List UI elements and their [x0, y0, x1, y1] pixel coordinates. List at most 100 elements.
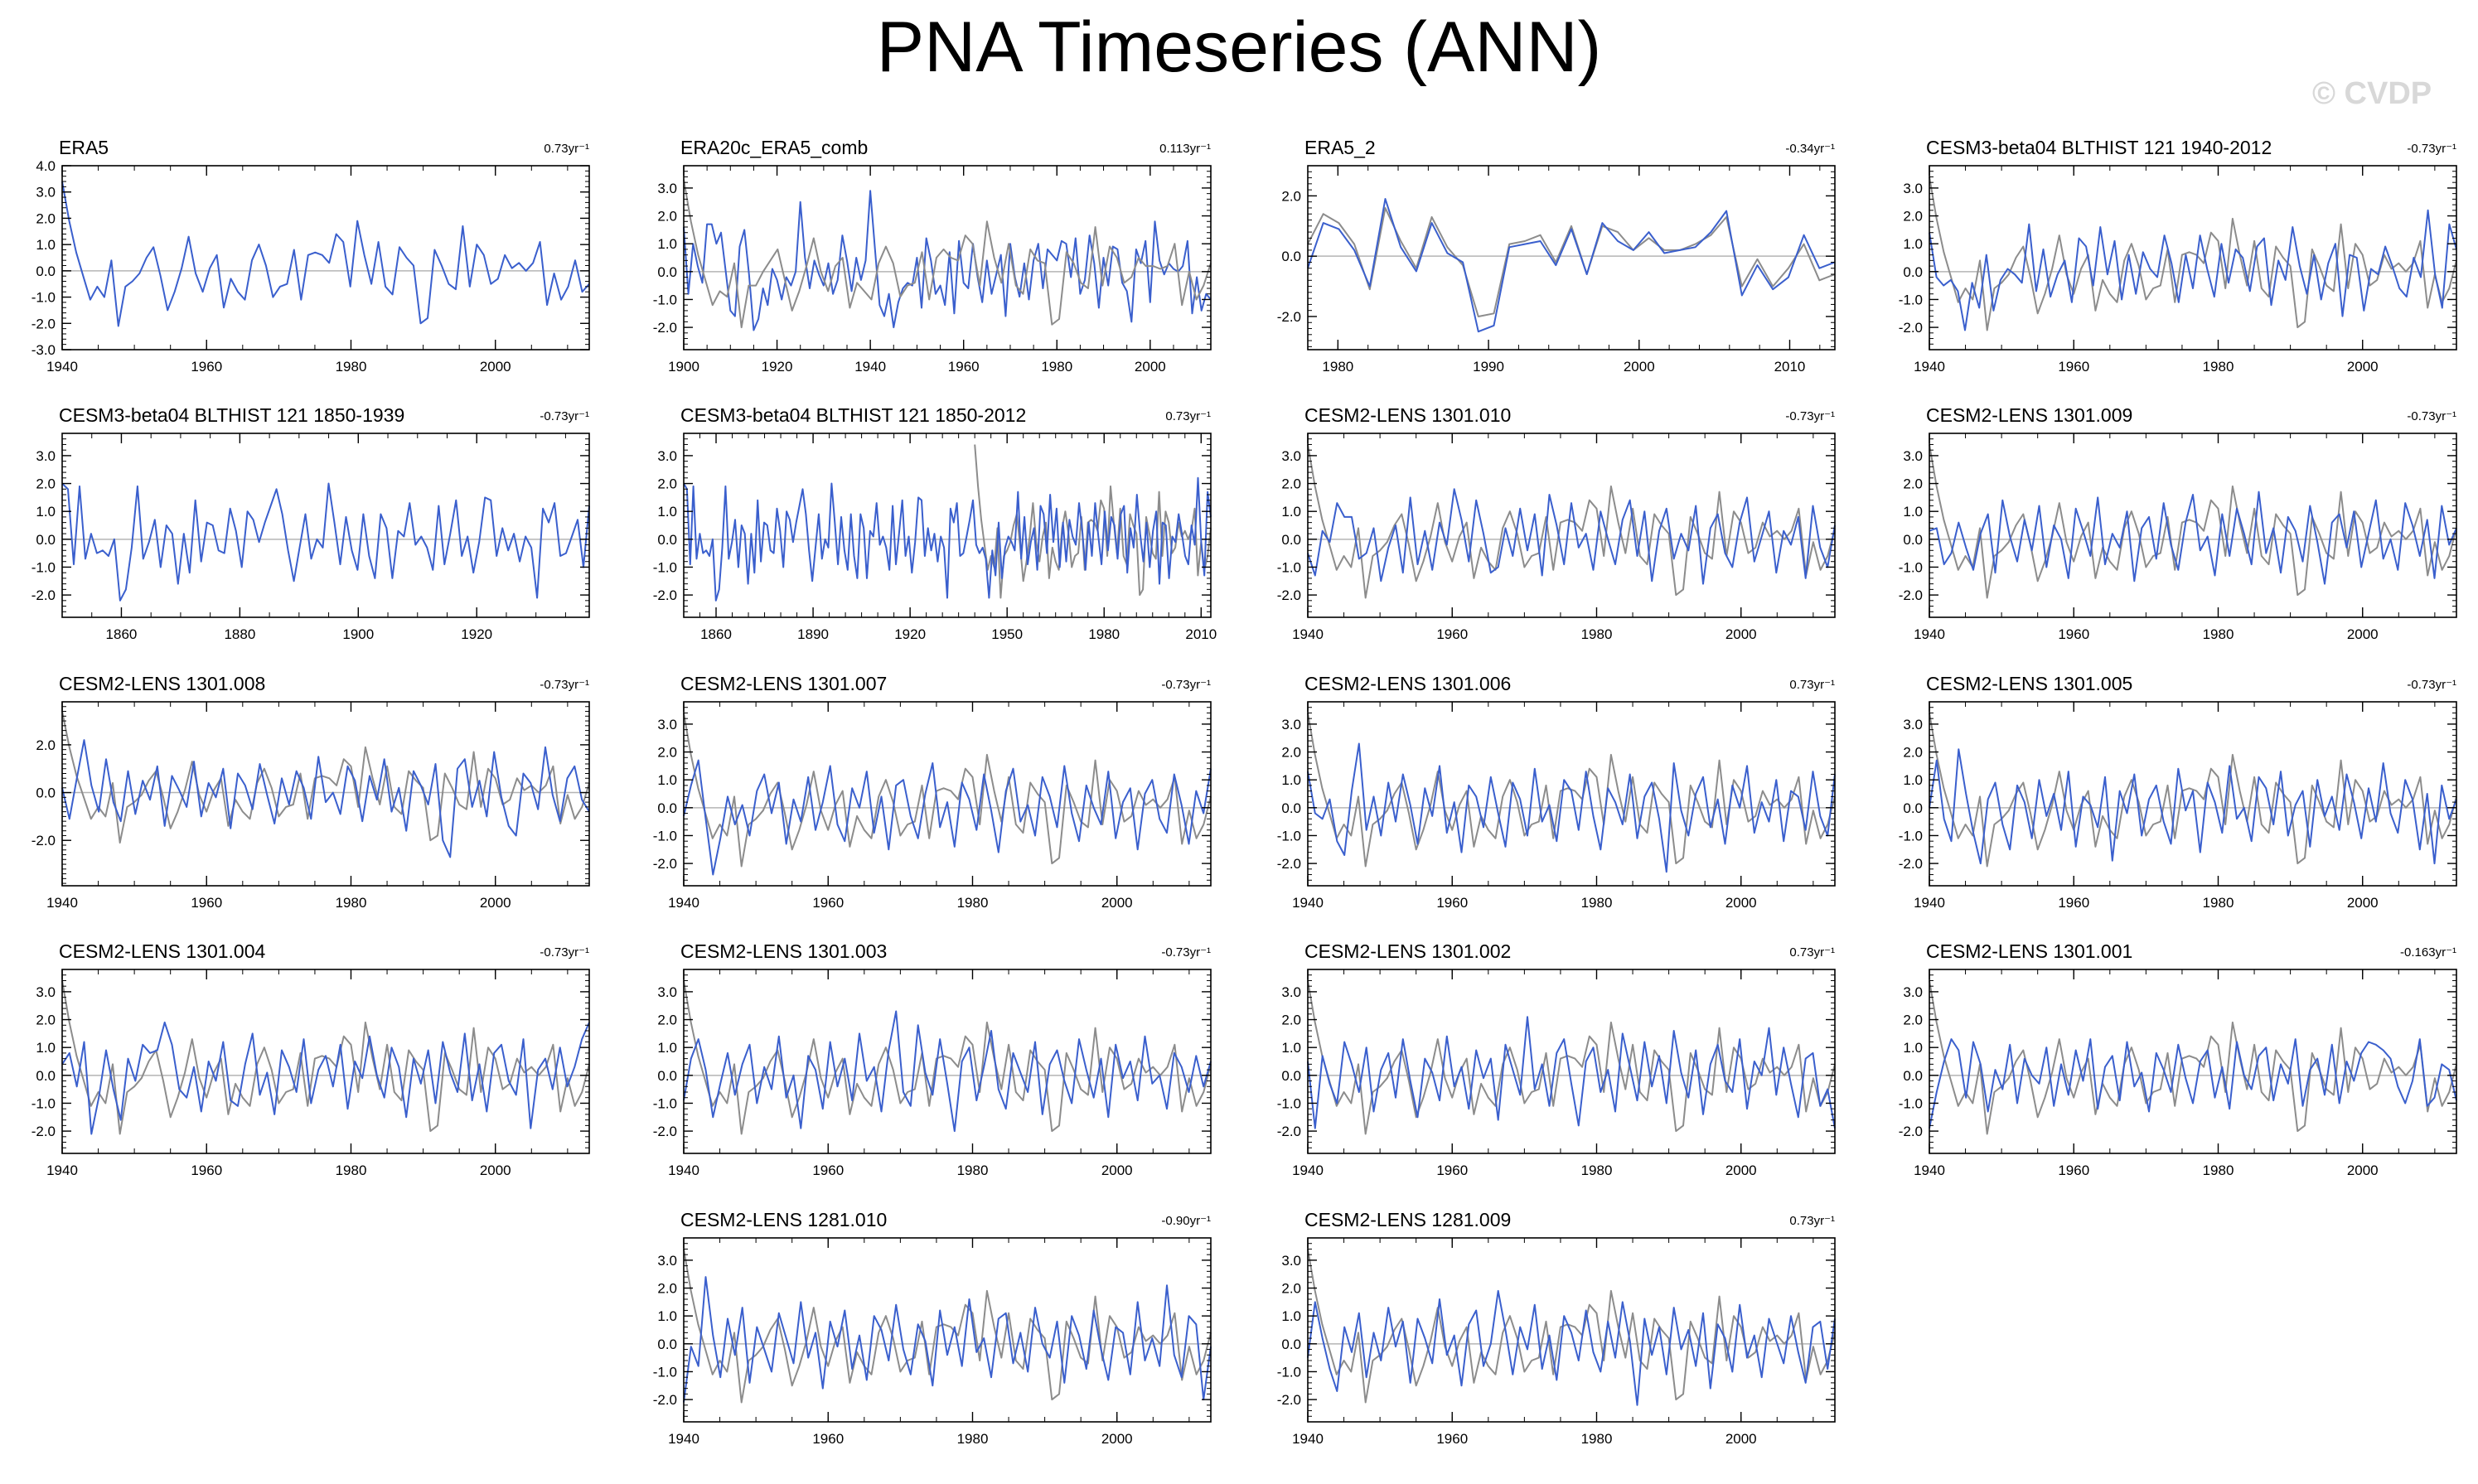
series-line-blue — [1307, 742, 1836, 873]
y-tick-label: 3.0 — [657, 181, 677, 196]
y-tick-label: 0.0 — [657, 1337, 677, 1352]
trend-label: -0.73yr⁻¹ — [2407, 409, 2456, 423]
plot-frame — [1307, 433, 1836, 618]
y-tick-label: 0.0 — [657, 800, 677, 816]
series-line-gray — [1929, 980, 2457, 1135]
y-tick-label: 3.0 — [1903, 717, 1923, 732]
series-line-gray — [1307, 980, 1836, 1135]
x-tick-label: 1860 — [700, 626, 732, 642]
y-tick-label: 0.0 — [1281, 249, 1301, 264]
panel-0: ERA5 0.73yr⁻¹ 1940 1960 1980 2000 -3.0 -2.0 -1.0… — [31, 137, 590, 375]
series-line-gray — [683, 179, 1212, 329]
series-line-gray — [683, 713, 1212, 868]
y-tick-label: -2.0 — [653, 320, 677, 336]
y-tick-label: 2.0 — [1281, 1013, 1301, 1028]
x-tick-label: 1940 — [1914, 1163, 1945, 1178]
y-tick-label: 2.0 — [657, 1013, 677, 1028]
y-tick-label: -1.0 — [1899, 828, 1923, 844]
plot-frame — [1307, 701, 1836, 887]
plot-frame — [1307, 1237, 1836, 1423]
y-tick-label: 0.0 — [1281, 532, 1301, 548]
x-tick-label: 1980 — [2203, 895, 2234, 911]
panel-4: CESM3-beta04 BLTHIST 121 1850-1939 -0.73y… — [31, 404, 590, 642]
y-tick-label: 3.0 — [1281, 984, 1301, 1000]
series-line-blue — [1307, 488, 1836, 585]
plot-frame — [1929, 969, 2457, 1154]
series-line-gray — [974, 444, 1212, 599]
y-tick-label: 1.0 — [1903, 504, 1923, 520]
x-tick-label: 1960 — [1436, 895, 1468, 911]
series-line-blue — [1307, 1016, 1836, 1129]
y-tick-label: 2.0 — [1903, 476, 1923, 492]
x-tick-label: 2000 — [480, 1163, 511, 1178]
y-tick-label: 0.0 — [36, 263, 56, 279]
y-tick-label: -1.0 — [1899, 1095, 1923, 1111]
y-tick-label: 0.0 — [1903, 800, 1923, 816]
x-tick-label: 1990 — [1473, 359, 1504, 375]
y-tick-label: -1.0 — [653, 1095, 677, 1111]
y-tick-label: -2.0 — [1277, 1124, 1301, 1139]
y-tick-label: 3.0 — [1281, 1253, 1301, 1269]
y-tick-label: -2.0 — [1899, 1124, 1923, 1139]
y-tick-label: 3.0 — [657, 448, 677, 464]
panel-title: CESM2-LENS 1301.005 — [1926, 673, 2132, 694]
trend-label: 0.73yr⁻¹ — [1165, 409, 1211, 423]
x-tick-label: 1940 — [1292, 626, 1324, 642]
y-tick-label: -3.0 — [31, 342, 56, 358]
y-tick-label: 3.0 — [657, 717, 677, 732]
y-tick-label: 2.0 — [36, 1013, 56, 1028]
y-tick-label: -1.0 — [31, 559, 56, 575]
panel-14: CESM2-LENS 1301.002 0.73yr⁻¹ 1940 1960 1980 2… — [1277, 940, 1836, 1178]
plot-frame — [1307, 969, 1836, 1154]
x-tick-label: 2010 — [1185, 626, 1217, 642]
x-tick-label: 1920 — [461, 626, 492, 642]
x-tick-label: 1940 — [46, 1163, 78, 1178]
y-tick-label: -1.0 — [1277, 1364, 1301, 1380]
y-tick-label: 3.0 — [36, 448, 56, 464]
y-tick-label: 1.0 — [657, 504, 677, 520]
trend-label: -0.73yr⁻¹ — [1785, 409, 1835, 423]
y-tick-label: 2.0 — [1281, 1281, 1301, 1297]
x-tick-label: 1980 — [957, 895, 989, 911]
plot-frame — [683, 433, 1212, 618]
panel-title: ERA20c_ERA5_comb — [680, 137, 868, 158]
y-tick-label: 1.0 — [1903, 236, 1923, 252]
y-tick-label: 2.0 — [657, 1281, 677, 1297]
plot-frame — [1929, 433, 2457, 618]
y-tick-label: 2.0 — [1903, 1013, 1923, 1028]
series-line-gray — [61, 711, 590, 844]
x-tick-label: 2000 — [1725, 1163, 1757, 1178]
x-tick-label: 1980 — [1581, 1163, 1613, 1178]
y-tick-label: 1.0 — [657, 236, 677, 252]
y-tick-label: 2.0 — [1281, 188, 1301, 204]
x-tick-label: 2000 — [480, 359, 511, 375]
panel-10: CESM2-LENS 1301.006 0.73yr⁻¹ 1940 1960 1980 2… — [1277, 673, 1836, 911]
x-tick-label: 2000 — [1101, 1431, 1133, 1447]
x-tick-label: 2000 — [2347, 1163, 2379, 1178]
panel-9: CESM2-LENS 1301.007 -0.73yr⁻¹ 1940 1960 1980… — [653, 673, 1212, 911]
series-line-blue — [1307, 198, 1836, 333]
panel-title: CESM2-LENS 1301.007 — [680, 673, 887, 694]
x-tick-label: 2000 — [2347, 359, 2379, 375]
series-line-blue — [683, 759, 1212, 876]
plot-frame — [683, 165, 1212, 350]
panel-title: CESM2-LENS 1301.008 — [59, 673, 265, 694]
x-tick-label: 1900 — [342, 626, 374, 642]
y-tick-label: -1.0 — [653, 1364, 677, 1380]
y-tick-label: 0.0 — [657, 1068, 677, 1084]
y-tick-label: 3.0 — [1903, 448, 1923, 464]
x-tick-label: 1940 — [46, 895, 78, 911]
x-tick-label: 1940 — [1292, 1163, 1324, 1178]
series-line-gray — [1307, 207, 1836, 317]
y-tick-label: 2.0 — [1281, 745, 1301, 761]
y-tick-label: 0.0 — [36, 1068, 56, 1084]
y-tick-label: 3.0 — [1903, 181, 1923, 196]
x-tick-label: 1940 — [668, 1431, 699, 1447]
x-tick-label: 1940 — [1914, 359, 1945, 375]
y-tick-label: 0.0 — [1281, 1337, 1301, 1352]
series-line-blue — [1929, 748, 2457, 865]
y-tick-label: -1.0 — [31, 290, 56, 306]
plot-frame — [683, 701, 1212, 887]
trend-label: 0.73yr⁻¹ — [1789, 945, 1835, 960]
y-tick-label: 2.0 — [657, 209, 677, 225]
